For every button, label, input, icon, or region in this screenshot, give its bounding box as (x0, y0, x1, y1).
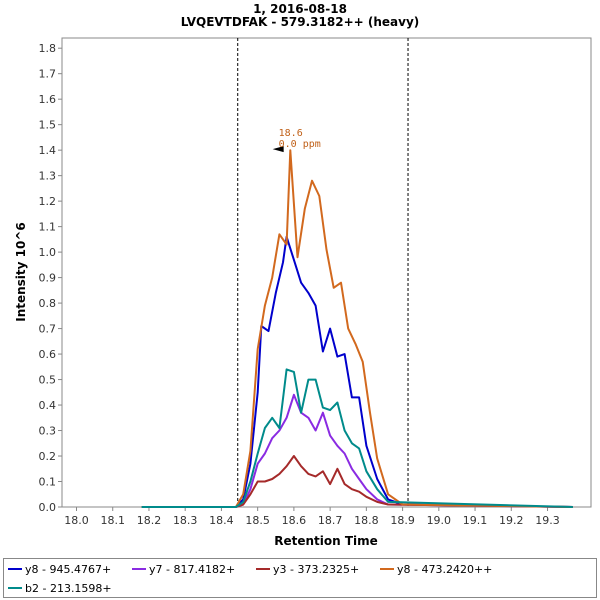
legend-item: y8 - 945.4767+ (8, 561, 111, 577)
y-tick-label: 1.2 (39, 195, 57, 208)
x-axis-label: Retention Time (274, 534, 378, 548)
x-tick-label: 19.1 (463, 514, 488, 527)
peak-marker-icon (272, 146, 284, 153)
y-tick-label: 1.6 (39, 93, 57, 106)
legend-item: b2 - 213.1598+ (8, 580, 112, 596)
chart-subtitle: LVQEVTDFAK - 579.3182++ (heavy) (181, 15, 420, 29)
x-tick-label: 18.4 (209, 514, 234, 527)
x-tick-label: 18.2 (137, 514, 162, 527)
y-tick-label: 0.7 (39, 323, 57, 336)
series-line-5 (141, 368, 573, 508)
legend-item: y3 - 373.2325+ (256, 561, 359, 577)
series-line-1 (141, 235, 573, 508)
y-tick-label: 0.6 (39, 348, 57, 361)
y-tick-label: 0.1 (39, 476, 57, 489)
x-tick-label: 19.0 (427, 514, 452, 527)
legend-label: y7 - 817.4182+ (149, 562, 236, 576)
legend-item: y8 - 473.2420++ (380, 561, 492, 577)
x-tick-label: 18.9 (390, 514, 415, 527)
x-tick-label: 18.3 (173, 514, 198, 527)
peak-annotation: 18.6 0.0 ppm (272, 128, 321, 153)
y-axis: 0.0 0.1 0.2 0.3 0.4 0.5 0.6 0.7 0.8 0.9 1.0 1.1 1.2 1… (39, 42, 62, 514)
legend-swatch-icon (380, 568, 394, 570)
legend-label: y8 - 473.2420++ (397, 562, 493, 576)
chromatogram-chart: 1, 2016-08-18 LVQEVTDFAK - 579.3182++ (h… (14, 2, 592, 548)
y-tick-label: 0.9 (39, 272, 57, 285)
legend-label: y8 - 945.4767+ (25, 562, 112, 576)
x-tick-label: 18.7 (318, 514, 343, 527)
series-line-3 (141, 455, 573, 508)
x-tick-label: 18.5 (245, 514, 270, 527)
peak-rt-label: 18.6 (279, 128, 303, 139)
x-tick-label: 19.2 (499, 514, 524, 527)
legend: y8 - 945.4767+ y7 - 817.4182+ y3 - 373.232… (3, 558, 597, 598)
y-tick-label: 1.0 (39, 246, 57, 259)
chart-title: 1, 2016-08-18 (253, 2, 347, 16)
plot-area (61, 37, 592, 508)
y-tick-label: 1.3 (39, 170, 57, 183)
x-tick-label: 18.6 (282, 514, 307, 527)
y-tick-label: 1.1 (39, 221, 57, 234)
peak-ppm-label: 0.0 ppm (279, 139, 321, 150)
y-tick-label: 1.8 (39, 42, 57, 55)
y-tick-label: 0.3 (39, 425, 57, 438)
integration-bounds (237, 38, 409, 507)
legend-item: y7 - 817.4182+ (132, 561, 235, 577)
y-tick-label: 0.4 (39, 399, 57, 412)
legend-swatch-icon (256, 568, 270, 570)
legend-swatch-icon (132, 568, 146, 570)
y-tick-label: 1.4 (39, 144, 57, 157)
legend-swatch-icon (8, 587, 22, 589)
y-tick-label: 1.5 (39, 119, 57, 132)
x-tick-label: 18.8 (354, 514, 379, 527)
y-tick-label: 1.7 (39, 68, 57, 81)
legend-swatch-icon (8, 568, 22, 570)
x-tick-label: 18.0 (64, 514, 89, 527)
series-line-2 (141, 393, 573, 508)
y-tick-label: 0.5 (39, 374, 57, 387)
legend-label: b2 - 213.1598+ (25, 581, 112, 595)
y-axis-label: Intensity 10^6 (14, 222, 28, 322)
x-axis: 18.0 18.1 18.2 18.3 18.4 18.5 18.6 18.7 18.8 18.9… (64, 507, 560, 527)
y-tick-label: 0.8 (39, 297, 57, 310)
y-tick-label: 0.0 (39, 501, 57, 514)
series-lines (141, 149, 573, 508)
x-tick-label: 19.3 (535, 514, 560, 527)
x-tick-label: 18.1 (100, 514, 125, 527)
series-line-4 (141, 149, 573, 508)
legend-label: y3 - 373.2325+ (273, 562, 360, 576)
y-tick-label: 0.2 (39, 450, 57, 463)
